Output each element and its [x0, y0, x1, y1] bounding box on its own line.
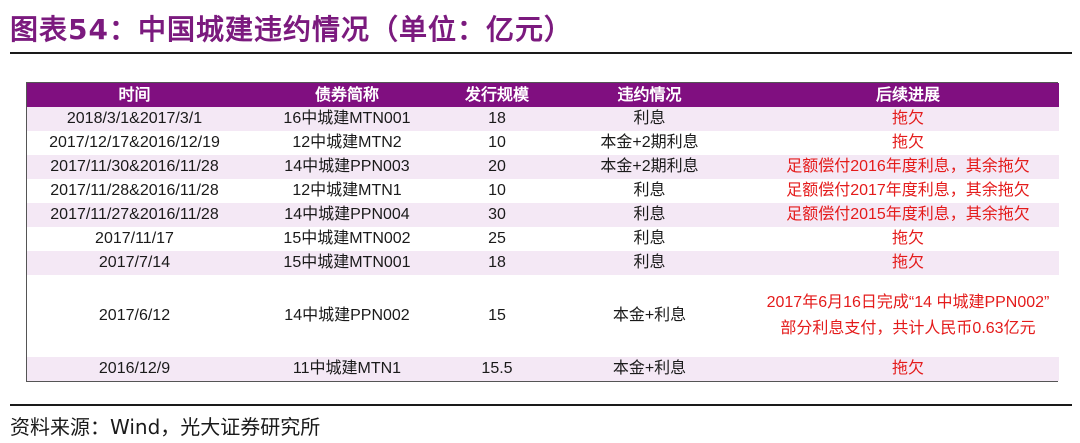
table-row: 2017/6/12 14中城建PPN002 15 本金+利息 2017年6月16… [27, 275, 1059, 357]
cell-bond: 14中城建PPN002 [284, 307, 410, 324]
cell-date: 2016/12/9 [98, 360, 171, 377]
cell-progress: 拖欠 [891, 110, 924, 127]
cell-size: 30 [488, 206, 506, 223]
cell-bond: 15中城建MTN002 [283, 230, 411, 247]
source-divider [10, 404, 1072, 406]
cell-bond: 14中城建PPN004 [284, 206, 410, 223]
cell-bond: 16中城建MTN001 [283, 110, 411, 127]
table-row: 2017/11/17 15中城建MTN002 25 利息 拖欠 [27, 227, 1059, 251]
header-date: 时间 [118, 85, 151, 104]
table-header-row: 时间 债券简称 发行规模 违约情况 后续进展 [27, 83, 1059, 107]
table-row: 2016/12/9 11中城建MTN1 15.5 本金+利息 拖欠 [27, 357, 1059, 381]
cell-size: 10 [488, 134, 506, 151]
cell-bond: 14中城建PPN003 [284, 158, 410, 175]
cell-size: 18 [488, 254, 506, 271]
table-row: 2017/11/30&2016/11/28 14中城建PPN003 20 本金+… [27, 155, 1059, 179]
cell-date: 2017/7/14 [98, 254, 171, 271]
table-row: 2018/3/1&2017/3/1 16中城建MTN001 18 利息 拖欠 [27, 107, 1059, 131]
header-bond: 债券简称 [314, 85, 379, 104]
cell-default: 本金+2期利息 [600, 134, 699, 151]
title-divider [10, 52, 1072, 54]
cell-default: 本金+利息 [612, 307, 687, 324]
cell-default: 本金+2期利息 [600, 158, 699, 175]
cell-default: 利息 [633, 110, 666, 127]
cell-bond: 12中城建MTN2 [292, 134, 402, 151]
cell-default: 利息 [633, 254, 666, 271]
cell-date: 2017/11/28&2016/11/28 [50, 182, 219, 199]
cell-progress: 拖欠 [891, 254, 924, 271]
cell-date: 2017/12/17&2016/12/19 [49, 134, 220, 151]
cell-size: 15.5 [481, 360, 513, 377]
cell-default: 利息 [633, 230, 666, 247]
cell-date: 2017/11/30&2016/11/28 [50, 158, 219, 175]
cell-size: 20 [488, 158, 506, 175]
cell-size: 15 [488, 307, 506, 324]
cell-bond: 12中城建MTN1 [292, 182, 402, 199]
table-row: 2017/11/28&2016/11/28 12中城建MTN1 10 利息 足额… [27, 179, 1059, 203]
cell-date: 2017/6/12 [98, 307, 171, 324]
default-table-frame: 时间 债券简称 发行规模 违约情况 后续进展 2018/3/1&2017/3/1… [26, 82, 1059, 382]
cell-size: 25 [488, 230, 506, 247]
cell-date: 2018/3/1&2017/3/1 [66, 110, 203, 127]
table-row: 2017/7/14 15中城建MTN001 18 利息 拖欠 [27, 251, 1059, 275]
default-table: 时间 债券简称 发行规模 违约情况 后续进展 2018/3/1&2017/3/1… [27, 83, 1059, 381]
cell-progress: 拖欠 [891, 360, 924, 377]
cell-size: 18 [488, 110, 506, 127]
cell-bond: 15中城建MTN001 [283, 254, 411, 271]
table-row: 2017/12/17&2016/12/19 12中城建MTN2 10 本金+2期… [27, 131, 1059, 155]
table-row: 2017/11/27&2016/11/28 14中城建PPN004 30 利息 … [27, 203, 1059, 227]
cell-bond: 11中城建MTN1 [292, 360, 402, 377]
source-note: 资料来源：Wind，光大证券研究所 [10, 415, 321, 439]
cell-default: 利息 [633, 182, 666, 199]
figure-title: 图表54：中国城建违约情况（单位：亿元） [10, 13, 573, 46]
cell-progress: 拖欠 [891, 134, 924, 151]
header-size: 发行规模 [464, 85, 529, 104]
cell-size: 10 [488, 182, 506, 199]
header-default: 违约情况 [617, 85, 682, 104]
cell-progress: 2017年6月16日完成“14 中城建PPN002” 部分利息支付，共计人民币0… [766, 294, 1050, 337]
cell-progress: 足额偿付2016年度利息，其余拖欠 [786, 158, 1030, 175]
cell-progress: 足额偿付2015年度利息，其余拖欠 [786, 206, 1030, 223]
cell-progress: 足额偿付2017年度利息，其余拖欠 [786, 182, 1030, 199]
cell-date: 2017/11/27&2016/11/28 [50, 206, 219, 223]
cell-progress: 拖欠 [891, 230, 924, 247]
cell-default: 本金+利息 [612, 360, 687, 377]
cell-date: 2017/11/17 [95, 230, 174, 247]
header-progress: 后续进展 [875, 85, 940, 104]
cell-default: 利息 [633, 206, 666, 223]
